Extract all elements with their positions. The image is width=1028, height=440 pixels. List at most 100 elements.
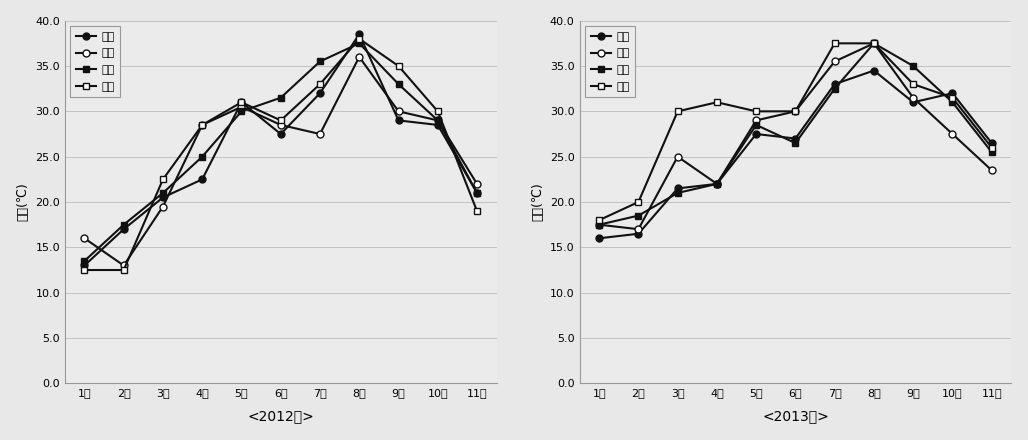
고산 <box>314 59 326 64</box>
신접 <box>314 81 326 87</box>
고산 <box>750 122 763 128</box>
고산 <box>671 191 684 196</box>
고산 <box>117 222 130 227</box>
신호 <box>710 181 723 187</box>
고산 <box>78 258 90 264</box>
고산 <box>196 154 209 159</box>
고산 <box>790 140 802 146</box>
성산 <box>907 99 919 105</box>
신호 <box>986 168 998 173</box>
신접 <box>947 95 959 100</box>
신접 <box>274 118 287 123</box>
Line: 성산: 성산 <box>595 67 995 242</box>
고산 <box>353 40 365 46</box>
신호 <box>868 40 880 46</box>
성산 <box>710 181 723 187</box>
신호 <box>829 59 841 64</box>
고산 <box>710 181 723 187</box>
성산 <box>393 118 405 123</box>
신접 <box>750 109 763 114</box>
신호 <box>671 154 684 159</box>
X-axis label: <2013년>: <2013년> <box>762 409 829 423</box>
성산 <box>314 91 326 96</box>
Y-axis label: 기온(℃): 기온(℃) <box>16 183 30 221</box>
신호 <box>157 204 170 209</box>
신접 <box>986 145 998 150</box>
신접 <box>353 36 365 41</box>
성산 <box>353 32 365 37</box>
신호 <box>907 95 919 100</box>
성산 <box>274 132 287 137</box>
신접 <box>78 268 90 273</box>
성산 <box>157 195 170 200</box>
성산 <box>471 191 483 196</box>
고산 <box>947 99 959 105</box>
신호 <box>117 263 130 268</box>
고산 <box>471 191 483 196</box>
신접 <box>196 122 209 128</box>
Line: 신접: 신접 <box>81 35 480 274</box>
신호 <box>274 122 287 128</box>
신접 <box>907 81 919 87</box>
신호 <box>750 118 763 123</box>
신접 <box>432 109 444 114</box>
성산 <box>593 236 605 241</box>
신호 <box>632 227 645 232</box>
신호 <box>790 109 802 114</box>
고산 <box>907 63 919 69</box>
성산 <box>947 91 959 96</box>
고산 <box>632 213 645 218</box>
Legend: 성산, 신호, 고산, 신접: 성산, 신호, 고산, 신접 <box>70 26 120 97</box>
고산 <box>274 95 287 100</box>
성산 <box>117 227 130 232</box>
성산 <box>986 140 998 146</box>
고산 <box>829 86 841 92</box>
신호 <box>196 122 209 128</box>
신호 <box>593 222 605 227</box>
신접 <box>393 63 405 69</box>
신접 <box>671 109 684 114</box>
신접 <box>632 199 645 205</box>
Line: 고산: 고산 <box>81 40 480 264</box>
성산 <box>632 231 645 236</box>
성산 <box>432 122 444 128</box>
Line: 신접: 신접 <box>595 40 995 224</box>
고산 <box>986 150 998 155</box>
신호 <box>314 132 326 137</box>
신접 <box>710 99 723 105</box>
신접 <box>157 177 170 182</box>
성산 <box>235 99 248 105</box>
고산 <box>593 222 605 227</box>
신호 <box>471 181 483 187</box>
신호 <box>78 236 90 241</box>
Line: 고산: 고산 <box>595 40 995 228</box>
신호 <box>235 104 248 110</box>
신호 <box>432 118 444 123</box>
성산 <box>78 263 90 268</box>
성산 <box>868 68 880 73</box>
신호 <box>947 132 959 137</box>
성산 <box>196 177 209 182</box>
신호 <box>353 54 365 59</box>
신접 <box>829 40 841 46</box>
고산 <box>157 191 170 196</box>
신접 <box>593 217 605 223</box>
Line: 성산: 성산 <box>81 31 480 269</box>
신접 <box>235 99 248 105</box>
성산 <box>671 186 684 191</box>
고산 <box>235 109 248 114</box>
신접 <box>790 109 802 114</box>
신접 <box>471 209 483 214</box>
Legend: 성산, 신호, 고산, 신접: 성산, 신호, 고산, 신접 <box>585 26 635 97</box>
성산 <box>750 132 763 137</box>
신호 <box>393 109 405 114</box>
고산 <box>393 81 405 87</box>
Line: 신호: 신호 <box>595 40 995 233</box>
고산 <box>432 118 444 123</box>
Y-axis label: 기온(℃): 기온(℃) <box>531 183 545 221</box>
X-axis label: <2012년>: <2012년> <box>248 409 315 423</box>
고산 <box>868 40 880 46</box>
Line: 신호: 신호 <box>81 54 480 269</box>
신접 <box>868 40 880 46</box>
성산 <box>790 136 802 141</box>
